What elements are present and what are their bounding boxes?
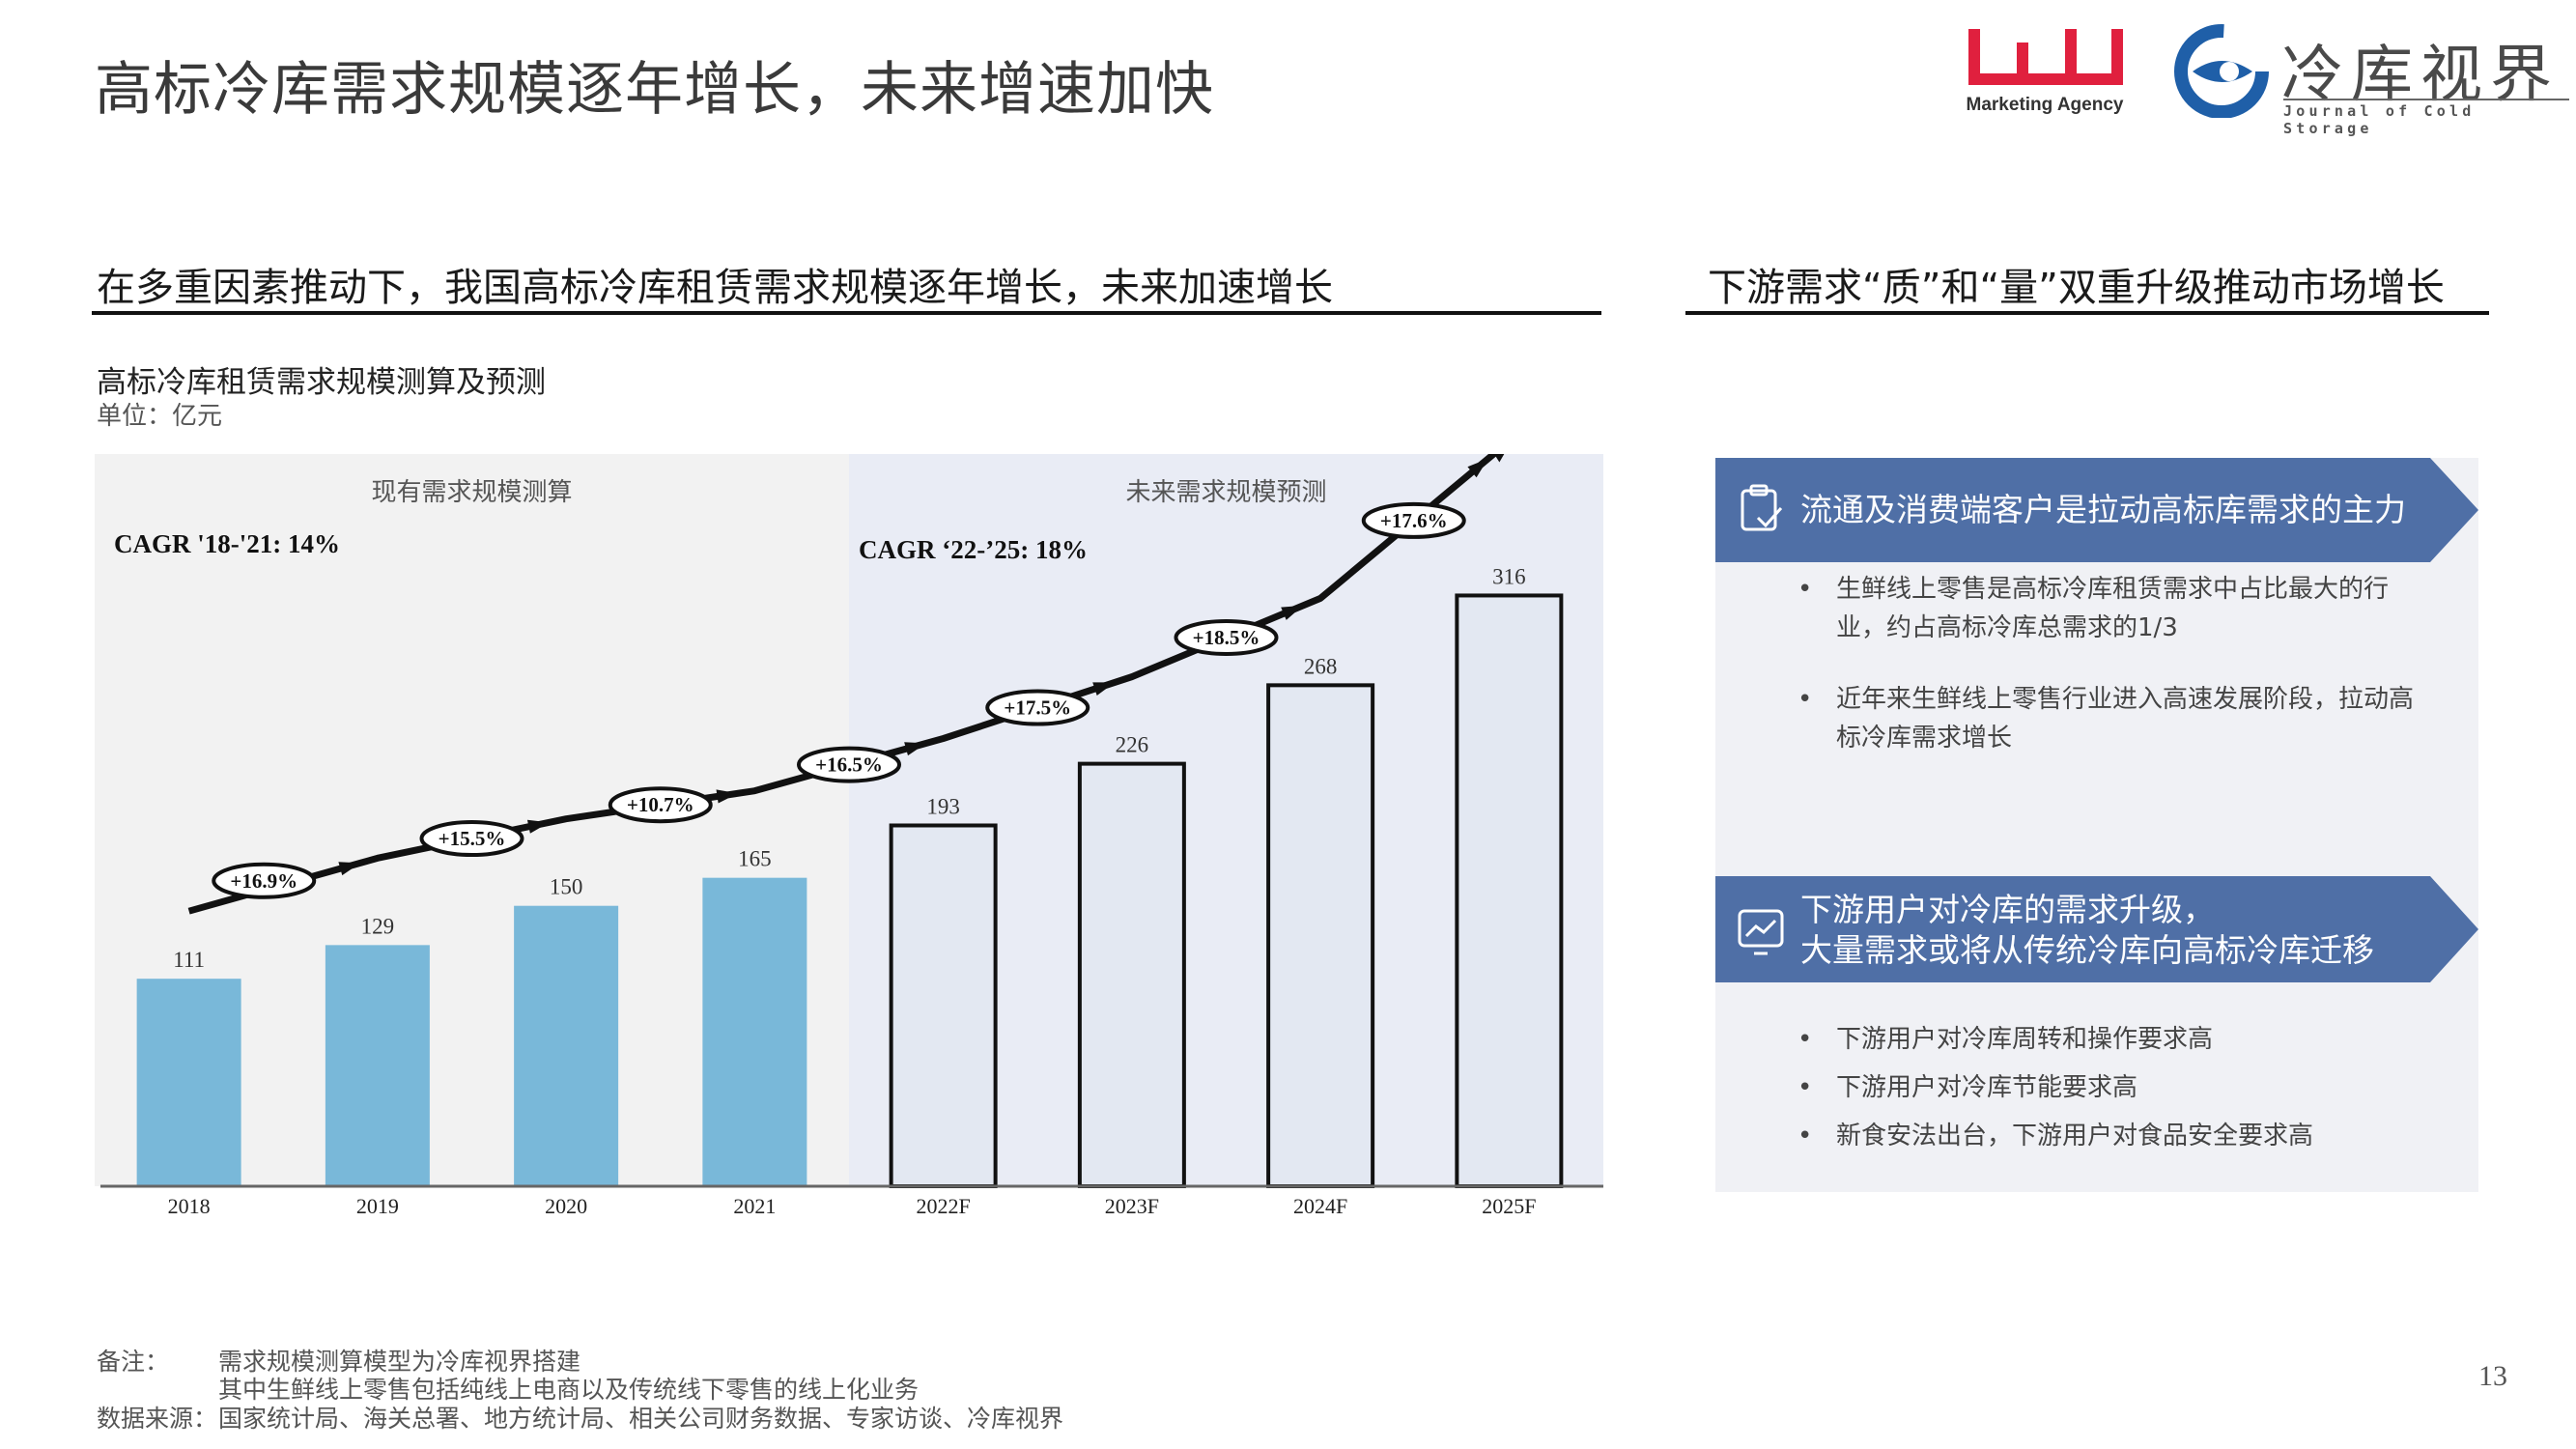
bar xyxy=(702,877,807,1186)
bar-value-label: 268 xyxy=(1304,654,1338,678)
banner-demand-upgrade-title-line1: 下游用户对冷库的需求升级， xyxy=(1800,891,2215,928)
x-tick-label: 2021 xyxy=(733,1194,776,1218)
list-item: • 下游用户对冷库节能要求高 xyxy=(1798,1068,2425,1107)
bullet-text: 生鲜线上零售是高标冷库租赁需求中占比最大的行业，约占高标冷库总需求的1/3 xyxy=(1836,575,2390,642)
cagr-label: CAGR '18-'21: 14% xyxy=(114,529,340,558)
page-number: 13 xyxy=(2478,1360,2507,1392)
bar xyxy=(1077,761,1186,1188)
trend-chart-icon xyxy=(1738,909,1784,955)
x-tick-label: 2023F xyxy=(1105,1194,1159,1218)
bar-value-label: 165 xyxy=(738,847,772,871)
banner-demand-driver-bg xyxy=(1715,458,2478,562)
bar-value-label: 150 xyxy=(550,875,583,899)
bar xyxy=(136,979,241,1186)
chart-unit: 单位：亿元 xyxy=(97,402,223,431)
growth-rate-label: +18.5% xyxy=(1193,626,1260,649)
list-item: • 生鲜线上零售是高标冷库租赁需求中占比最大的行业，约占高标冷库总需求的1/3 xyxy=(1798,570,2425,647)
source-text: 国家统计局、海关总署、地方统计局、相关公司财务数据、专家访谈、冷库视界 xyxy=(218,1405,1064,1433)
bar xyxy=(514,905,619,1186)
wj-logo-mark-icon xyxy=(1968,29,2123,85)
clipboard-check-icon xyxy=(1741,484,1783,531)
banner-demand-driver-title: 流通及消费端客户是拉动高标库需求的主力 xyxy=(1800,491,2406,528)
growth-trend-arrowhead xyxy=(1493,454,1505,463)
banner-demand-upgrade-bg xyxy=(1715,876,2478,982)
growth-rate-label: +16.9% xyxy=(230,869,297,893)
bullet-text: 下游用户对冷库节能要求高 xyxy=(1836,1073,2138,1102)
growth-rate-label: +17.6% xyxy=(1380,509,1448,532)
banner-demand-upgrade: 下游用户对冷库的需求升级， 大量需求或将从传统冷库向高标冷库迁移 xyxy=(1715,876,2478,982)
bar xyxy=(1455,593,1564,1188)
list-item: • 下游用户对冷库周转和操作要求高 xyxy=(1798,1020,2425,1059)
wj-logo-caption: Marketing Agency xyxy=(1966,95,2124,115)
cold-storage-logo-subtitle: Journal of Cold Storage xyxy=(2283,99,2569,137)
footnote-line: 需求规模测算模型为冷库视界搭建 xyxy=(218,1348,581,1376)
panel-label: 未来需求规模预测 xyxy=(1125,478,1326,507)
growth-rate-badge xyxy=(608,786,713,824)
bullet-text: 新食安法出台，下游用户对食品安全要求高 xyxy=(1836,1122,2314,1151)
trend-segment-arrow xyxy=(1092,682,1115,696)
x-tick-label: 2019 xyxy=(356,1194,399,1218)
bar xyxy=(1266,683,1375,1188)
list-item: • 新食安法出台，下游用户对食品安全要求高 xyxy=(1798,1117,2425,1155)
growth-rate-badge xyxy=(1174,618,1279,656)
cold-storage-logo-mark-icon xyxy=(2174,24,2269,118)
bar-value-label: 193 xyxy=(926,794,960,818)
footnote-line: 其中生鲜线上零售包括纯线上电商以及传统线下零售的线上化业务 xyxy=(218,1376,920,1404)
x-tick-label: 2025F xyxy=(1482,1194,1536,1218)
x-tick-label: 2020 xyxy=(545,1194,587,1218)
growth-rate-label: +15.5% xyxy=(439,827,506,850)
bar-value-label: 226 xyxy=(1116,733,1149,757)
right-info-panel: 流通及消费端客户是拉动高标库需求的主力 • 生鲜线上零售是高标冷库租赁需求中占比最… xyxy=(1715,458,2478,1192)
chart-title: 高标冷库租赁需求规模测算及预测 xyxy=(97,365,546,400)
left-section-heading: 在多重因素推动下，我国高标冷库租赁需求规模逐年增长，未来加速增长 xyxy=(97,266,1333,310)
left-section-divider xyxy=(92,311,1601,315)
growth-rate-badge xyxy=(1361,501,1466,539)
wj-logo: Marketing Agency xyxy=(1963,21,2127,128)
bullet-text: 近年来生鲜线上零售行业进入高速发展阶段，拉动高标冷库需求增长 xyxy=(1836,685,2415,753)
growth-rate-badge xyxy=(797,746,901,783)
trend-segment-arrow xyxy=(526,819,550,834)
footnote-label: 备注： xyxy=(97,1348,170,1376)
trend-segment-arrow xyxy=(1281,605,1303,620)
bar xyxy=(325,945,430,1186)
x-tick-label: 2022F xyxy=(917,1194,971,1218)
cold-storage-logo: 冷库视界 Journal of Cold Storage xyxy=(2173,19,2569,137)
bar-value-label: 316 xyxy=(1492,564,1526,588)
growth-rate-badge xyxy=(419,820,524,858)
bullet-text: 下游用户对冷库周转和操作要求高 xyxy=(1836,1025,2214,1054)
growth-rate-badge xyxy=(212,862,317,899)
page-title: 高标冷库需求规模逐年增长，未来增速加快 xyxy=(95,56,1214,124)
right-section-divider xyxy=(1685,311,2489,315)
trend-segment-arrow xyxy=(904,742,926,756)
trend-segment-arrow xyxy=(716,789,738,804)
growth-rate-badge xyxy=(985,689,1090,726)
list-item: • 近年来生鲜线上零售行业进入高速发展阶段，拉动高标冷库需求增长 xyxy=(1798,680,2425,757)
growth-rate-label: +10.7% xyxy=(627,793,694,816)
demand-bar-chart: 现有需求规模测算 CAGR '18-'21: 14% 未来需求规模预测 CAGR ‘2… xyxy=(95,454,1603,1218)
cagr-label: CAGR ‘22-’25: 18% xyxy=(859,535,1088,564)
growth-rate-label: +17.5% xyxy=(1004,696,1071,720)
x-tick-label: 2018 xyxy=(168,1194,211,1218)
bar-value-label: 129 xyxy=(361,914,395,938)
panel-label: 现有需求规模测算 xyxy=(371,478,572,507)
x-tick-label: 2024F xyxy=(1293,1194,1347,1218)
trend-segment-arrow xyxy=(1467,458,1488,478)
trend-segment-arrow xyxy=(338,862,361,876)
growth-rate-label: +16.5% xyxy=(815,753,883,777)
banner-demand-driver: 流通及消费端客户是拉动高标库需求的主力 xyxy=(1715,458,2478,562)
bar-value-label: 111 xyxy=(173,948,205,972)
right-section-heading: 下游需求“质”和“量”双重升级推动市场增长 xyxy=(1708,266,2445,310)
banner-demand-upgrade-title-line2: 大量需求或将从传统冷库向高标冷库迁移 xyxy=(1800,931,2374,969)
source-label: 数据来源： xyxy=(97,1405,218,1433)
bar xyxy=(889,823,998,1188)
